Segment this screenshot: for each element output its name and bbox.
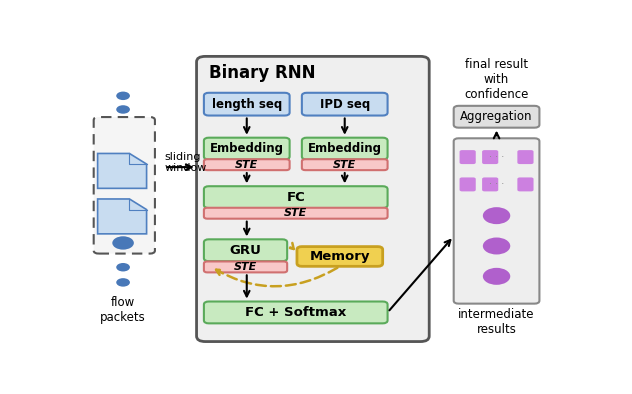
- Text: STE: STE: [234, 262, 257, 272]
- Polygon shape: [97, 199, 147, 234]
- Text: · · ·: · · ·: [489, 179, 504, 190]
- FancyBboxPatch shape: [459, 150, 476, 164]
- FancyBboxPatch shape: [204, 138, 289, 160]
- Text: FC + Softmax: FC + Softmax: [245, 306, 346, 319]
- FancyBboxPatch shape: [302, 138, 387, 160]
- Text: GRU: GRU: [229, 244, 262, 257]
- Text: STE: STE: [333, 160, 356, 170]
- Text: Embedding: Embedding: [210, 142, 284, 155]
- FancyBboxPatch shape: [204, 262, 287, 272]
- Text: Aggregation: Aggregation: [460, 110, 533, 123]
- Text: Binary RNN: Binary RNN: [209, 64, 315, 82]
- Text: length seq: length seq: [212, 98, 282, 111]
- Text: final result
with
confidence: final result with confidence: [465, 58, 529, 101]
- FancyBboxPatch shape: [297, 247, 383, 266]
- FancyBboxPatch shape: [518, 177, 533, 191]
- Text: flow
packets: flow packets: [100, 296, 146, 324]
- Text: · · ·: · · ·: [489, 152, 504, 162]
- FancyBboxPatch shape: [94, 117, 155, 254]
- FancyBboxPatch shape: [197, 56, 429, 342]
- FancyBboxPatch shape: [204, 239, 287, 261]
- Circle shape: [483, 268, 510, 285]
- FancyBboxPatch shape: [482, 150, 498, 164]
- Polygon shape: [97, 153, 147, 188]
- Text: STE: STE: [284, 208, 307, 218]
- Circle shape: [483, 238, 510, 255]
- Circle shape: [116, 105, 130, 114]
- Text: Memory: Memory: [310, 250, 370, 263]
- FancyBboxPatch shape: [204, 301, 387, 323]
- Text: sliding
window: sliding window: [165, 152, 207, 173]
- FancyBboxPatch shape: [459, 177, 476, 191]
- Text: IPD seq: IPD seq: [320, 98, 370, 111]
- FancyBboxPatch shape: [302, 159, 387, 170]
- FancyBboxPatch shape: [454, 106, 540, 128]
- FancyBboxPatch shape: [204, 208, 387, 219]
- Circle shape: [112, 236, 134, 250]
- Text: Embedding: Embedding: [308, 142, 382, 155]
- Circle shape: [483, 207, 510, 224]
- Text: FC: FC: [286, 191, 305, 204]
- FancyBboxPatch shape: [518, 150, 533, 164]
- FancyBboxPatch shape: [454, 138, 540, 304]
- FancyBboxPatch shape: [204, 93, 289, 115]
- Circle shape: [116, 278, 130, 287]
- FancyBboxPatch shape: [204, 186, 387, 208]
- Circle shape: [116, 91, 130, 100]
- Text: STE: STE: [235, 160, 258, 170]
- FancyBboxPatch shape: [204, 159, 289, 170]
- FancyBboxPatch shape: [302, 93, 387, 115]
- FancyBboxPatch shape: [482, 177, 498, 191]
- Text: intermediate
results: intermediate results: [458, 308, 535, 336]
- Circle shape: [116, 263, 130, 271]
